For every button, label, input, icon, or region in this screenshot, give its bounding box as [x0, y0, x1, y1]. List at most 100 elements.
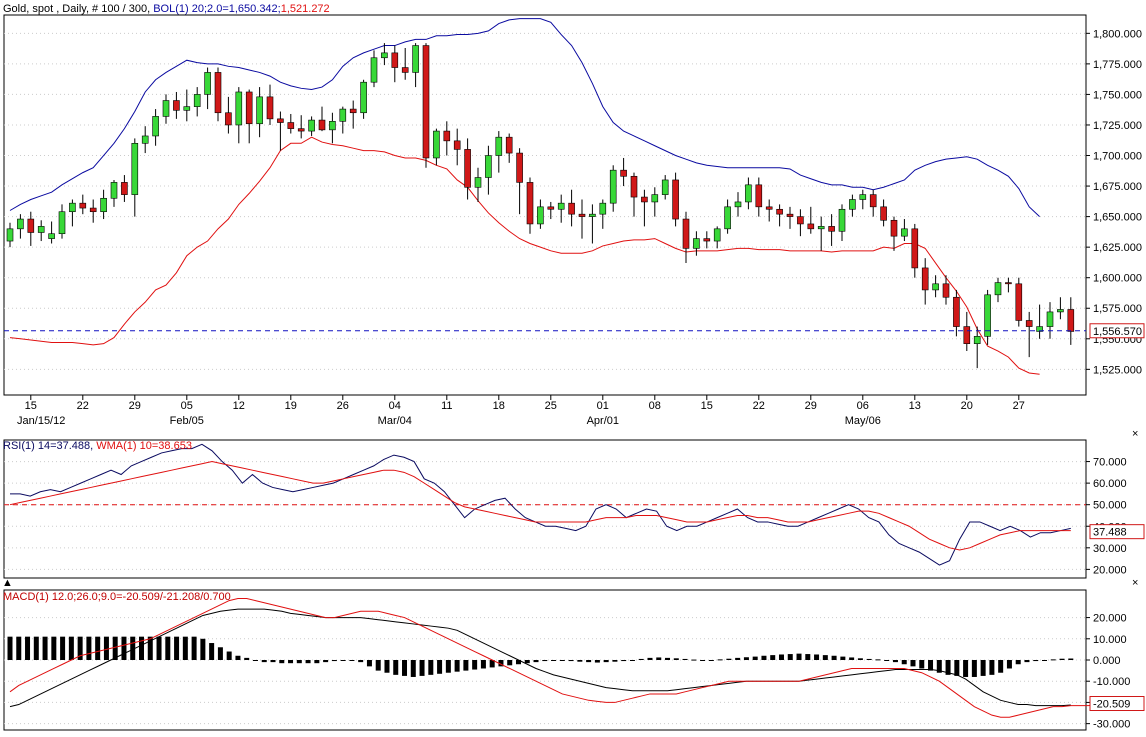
candle-up	[589, 204, 596, 244]
x-month-label: Mar/04	[378, 415, 412, 427]
histogram-bar	[489, 660, 495, 668]
histogram-bar	[954, 660, 960, 676]
histogram-bar	[402, 660, 408, 676]
histogram-bar	[296, 660, 302, 664]
candle-down	[443, 121, 451, 156]
y-tick-label: -30.000	[1093, 719, 1130, 731]
histogram-bar	[919, 660, 925, 669]
candle-body	[318, 119, 326, 131]
svg-text:×: ×	[1132, 428, 1138, 440]
candle-down	[776, 204, 783, 227]
candle-body	[287, 122, 295, 129]
candle-body	[641, 196, 648, 203]
candle-up	[693, 231, 700, 256]
candle-body	[1067, 309, 1075, 332]
histogram-bar	[524, 660, 530, 664]
candle-body	[245, 91, 253, 125]
y-tick-label: 20.000	[1093, 564, 1127, 576]
candle-body	[901, 228, 908, 237]
histogram-bar	[393, 660, 399, 675]
histogram-bar	[419, 660, 425, 676]
rsi-plot-frame	[3, 439, 1087, 579]
candle-up	[973, 326, 981, 369]
histogram-bar	[778, 654, 784, 660]
candle-body	[401, 67, 409, 73]
histogram-bar	[7, 636, 13, 660]
current-value-label: -20.509	[1093, 699, 1130, 711]
candle-down	[682, 211, 690, 264]
histogram-bar	[892, 660, 898, 663]
candle-body	[162, 100, 170, 117]
x-month-label: May/06	[845, 415, 881, 427]
histogram-bar	[980, 660, 986, 676]
candle-down	[620, 157, 627, 187]
price-panel[interactable]: 1,525.0001,550.0001,575.0001,600.0001,62…	[3, 3, 1145, 440]
candle-body	[329, 121, 336, 131]
candle-body	[589, 213, 596, 217]
histogram-bar	[708, 660, 714, 661]
candle-down	[911, 223, 919, 278]
candle-body	[17, 218, 24, 230]
histogram-bar	[568, 660, 574, 662]
rsi-collapse-icon[interactable]: ▲	[2, 577, 13, 589]
candle-body	[869, 194, 877, 208]
histogram-bar	[384, 660, 390, 673]
histogram-bar	[1068, 658, 1074, 660]
candle-body	[27, 218, 35, 233]
candle-body	[6, 228, 14, 242]
candle-down	[1015, 277, 1023, 327]
current-value-box	[1089, 323, 1145, 339]
histogram-bar	[787, 654, 793, 660]
y-tick-label: 1,700.000	[1093, 151, 1142, 163]
candle-up	[17, 214, 24, 239]
price-x-axis: 15 22 29 05 12 19 26 04 11 18 25 01 08 15 22 29 06 13 20 27…	[17, 395, 1025, 427]
candle-body	[672, 179, 679, 220]
histogram-bar	[95, 636, 101, 660]
histogram-bar	[770, 655, 776, 660]
candle-up	[838, 204, 846, 242]
histogram-bar	[68, 636, 74, 660]
histogram-bar	[121, 636, 127, 660]
histogram-bar	[849, 657, 855, 660]
histogram-bar	[42, 636, 48, 660]
current-price-line: 1,556.570	[4, 323, 1145, 339]
histogram-bar	[340, 660, 346, 661]
x-day-label: 05	[181, 400, 193, 412]
histogram-bar	[735, 657, 741, 660]
candle-body	[152, 116, 159, 137]
candle-down	[807, 206, 815, 234]
y-tick-label: 1,575.000	[1093, 303, 1142, 315]
candle-body	[173, 100, 180, 111]
candle-body	[453, 140, 461, 150]
candle-down	[880, 199, 887, 227]
histogram-bar	[314, 660, 320, 664]
candle-down	[765, 199, 773, 222]
bollinger-upper-line	[9, 18, 1040, 217]
histogram-bar	[831, 655, 837, 660]
candle-body	[1046, 311, 1054, 327]
candle-body	[599, 202, 607, 215]
rsi-header: RSI(1) 14=37.488, WMA(1) 10=38.653	[3, 440, 192, 452]
candle-body	[412, 45, 419, 73]
candle-body	[204, 72, 211, 95]
candle-down	[225, 96, 232, 134]
candle-body	[266, 96, 274, 120]
candle-body	[526, 182, 534, 225]
candle-body	[765, 206, 773, 210]
y-tick-label: 1,675.000	[1093, 181, 1142, 193]
histogram-bar	[165, 636, 171, 660]
y-tick-label: 10.000	[1093, 634, 1127, 646]
candle-body	[942, 283, 950, 298]
histogram-bar	[612, 660, 618, 662]
panel-close-icon[interactable]: ×	[1132, 428, 1138, 440]
histogram-bar	[743, 657, 749, 660]
rsi-close-icon[interactable]: ×	[1132, 577, 1138, 589]
current-value-label: 37.488	[1093, 527, 1127, 539]
candle-down	[921, 258, 929, 305]
histogram-bar	[270, 660, 276, 663]
